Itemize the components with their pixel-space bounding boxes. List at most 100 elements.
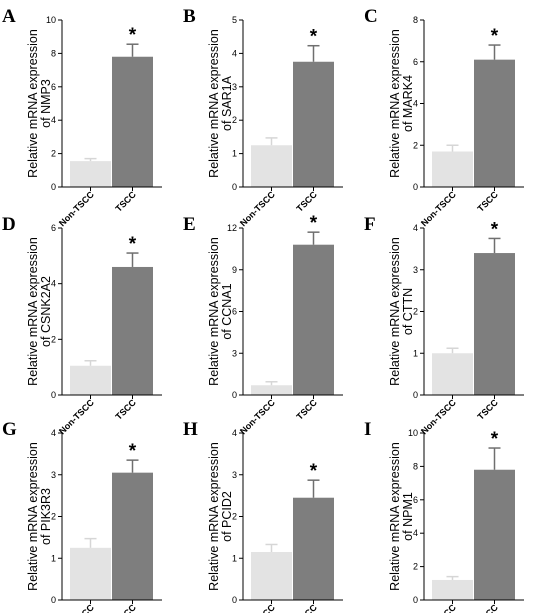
panel-letter: D (2, 214, 16, 235)
y-tick-label: 2 (413, 307, 418, 317)
panel-letter: F (364, 214, 376, 235)
y-axis-label: Relative mRNA expression (388, 237, 402, 386)
y-tick-label: 4 (413, 223, 418, 233)
panel-letter: B (183, 6, 196, 27)
y-tick-label: 4 (413, 528, 418, 538)
x-tick-label: Non-TSCC (419, 189, 458, 228)
y-tick-label: 4 (232, 48, 237, 58)
y-tick-label: 2 (51, 149, 56, 159)
bar-non-tscc (251, 551, 292, 600)
y-axis-label: of PIK3R3 (39, 488, 53, 545)
y-axis-label: of CCNA1 (220, 283, 234, 339)
y-axis-label: of NPM1 (401, 492, 415, 541)
y-tick-label: 1 (51, 553, 56, 563)
y-tick-label: 2 (51, 512, 56, 522)
y-axis-label: Relative mRNA expression (207, 237, 221, 386)
significance-marker: * (491, 219, 499, 240)
y-tick-label: 2 (232, 512, 237, 522)
x-tick-label: Non-TSCC (238, 397, 277, 436)
y-tick-label: 1 (413, 348, 418, 358)
y-tick-label: 4 (51, 428, 56, 438)
x-tick-label: TSCC (476, 189, 501, 214)
bar-non-tscc (432, 579, 473, 600)
y-axis-label: of SAR1A (220, 75, 234, 131)
bar-non-tscc (432, 353, 473, 395)
y-axis-label: of MARK4 (401, 75, 415, 132)
bar-tscc (474, 59, 515, 187)
y-tick-label: 6 (51, 223, 56, 233)
bar-non-tscc (432, 151, 473, 187)
bar-tscc (112, 56, 153, 187)
y-tick-label: 3 (232, 348, 237, 358)
panel-a: A Relative mRNA expression of NMP3 0 2 4 6 8 10 N… (2, 6, 162, 228)
significance-marker: * (310, 213, 318, 234)
bar-non-tscc (70, 365, 111, 395)
y-tick-label: 2 (413, 562, 418, 572)
y-tick-label: 8 (413, 15, 418, 25)
y-tick-label: 5 (232, 15, 237, 25)
panel-letter: A (2, 6, 16, 27)
panel-e: E Relative mRNA expression of CCNA1 0 3 6 9 12 N… (183, 213, 343, 436)
bar-tscc (293, 497, 334, 600)
y-tick-label: 6 (51, 82, 56, 92)
y-axis-label: Relative mRNA expression (26, 29, 40, 178)
y-tick-label: 1 (232, 553, 237, 563)
y-tick-label: 4 (413, 99, 418, 109)
x-tick-label: TSCC (114, 602, 139, 613)
y-tick-label: 0 (232, 595, 237, 605)
y-tick-label: 8 (413, 461, 418, 471)
y-tick-label: 12 (227, 223, 237, 233)
x-tick-label: TSCC (476, 397, 501, 422)
panel-d: D Relative mRNA expression of CSNK2A2 0 2 4 6 N… (2, 214, 162, 436)
significance-marker: * (491, 26, 499, 47)
bar-tscc (112, 472, 153, 600)
y-tick-label: 3 (51, 470, 56, 480)
x-tick-label: TSCC (295, 189, 320, 214)
bar-tscc (474, 469, 515, 600)
y-tick-label: 10 (408, 428, 418, 438)
panel-letter: G (2, 419, 17, 440)
y-tick-label: 0 (413, 182, 418, 192)
y-axis-label: Relative mRNA expression (207, 29, 221, 178)
x-tick-label: TSCC (476, 602, 501, 613)
y-tick-label: 6 (413, 57, 418, 67)
bar-non-tscc (70, 547, 111, 600)
y-tick-label: 1 (232, 149, 237, 159)
bar-tscc (293, 61, 334, 187)
y-tick-label: 0 (232, 182, 237, 192)
x-tick-label: Non-TSCC (238, 189, 277, 228)
significance-marker: * (491, 429, 499, 450)
y-axis-label: Relative mRNA expression (26, 442, 40, 591)
bar-tscc (112, 266, 153, 395)
panel-c: C Relative mRNA expression of MARK4 0 2 4 6 8 No… (364, 6, 524, 228)
y-tick-label: 6 (413, 495, 418, 505)
y-tick-label: 0 (232, 390, 237, 400)
y-axis-label: of PCID2 (220, 491, 234, 542)
y-tick-label: 6 (232, 307, 237, 317)
y-tick-label: 10 (46, 15, 56, 25)
y-tick-label: 3 (232, 82, 237, 92)
y-tick-label: 0 (51, 595, 56, 605)
significance-marker: * (129, 441, 137, 462)
significance-marker: * (129, 234, 137, 255)
significance-marker: * (129, 25, 137, 46)
x-tick-label: Non-TSCC (57, 397, 96, 436)
y-axis-label: of CSNK2A2 (39, 276, 53, 347)
y-tick-label: 0 (51, 182, 56, 192)
y-tick-label: 0 (413, 595, 418, 605)
panel-letter: I (364, 419, 371, 440)
y-axis-label: Relative mRNA expression (207, 442, 221, 591)
x-tick-label: Non-TSCC (419, 397, 458, 436)
bar-non-tscc (251, 145, 292, 187)
y-tick-label: 8 (51, 48, 56, 58)
panel-letter: C (364, 6, 378, 27)
y-axis-label: Relative mRNA expression (26, 237, 40, 386)
y-tick-label: 4 (51, 115, 56, 125)
y-tick-label: 2 (51, 334, 56, 344)
bar-non-tscc (251, 385, 292, 395)
y-tick-label: 0 (413, 390, 418, 400)
y-axis-label: of CTTN (401, 288, 415, 335)
y-tick-label: 4 (51, 279, 56, 289)
